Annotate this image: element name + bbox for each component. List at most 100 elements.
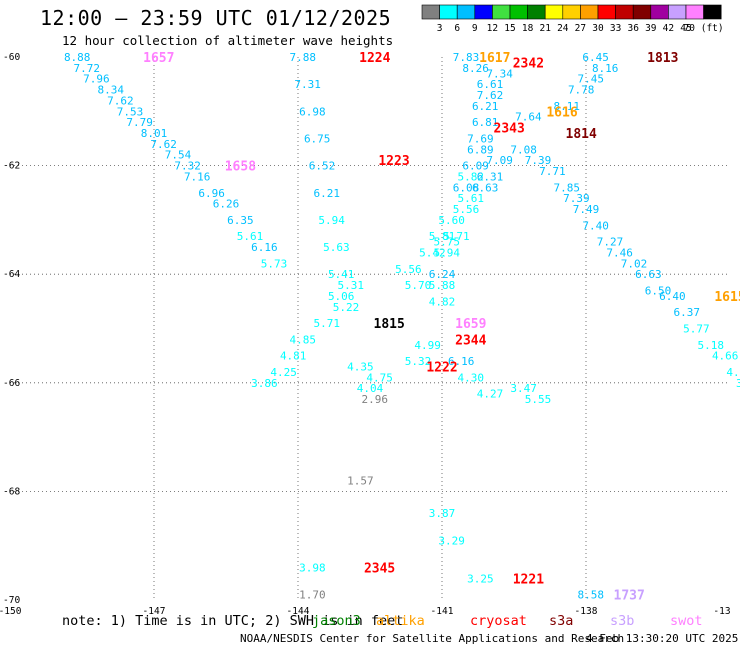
wave-height-label: 5.81 (429, 230, 456, 243)
wave-height-label: 5.71 (443, 230, 470, 243)
wave-height-label: 7.85 (554, 181, 581, 194)
colorbar-swatch (615, 4, 634, 20)
wave-height-label: 6.31 (477, 170, 504, 183)
wave-height-label: 3.98 (299, 561, 326, 574)
time-label: 1617 (479, 51, 510, 66)
colorbar-swatch (544, 4, 564, 20)
wave-height-label: 5.31 (338, 279, 365, 292)
wave-height-label: 7.96 (83, 73, 110, 86)
wave-height-label: 6.40 (659, 290, 686, 303)
time-label: 1814 (566, 127, 597, 142)
wave-height-label: 6.26 (213, 198, 240, 211)
colorbar-swatch (492, 4, 511, 20)
legend-cryosat: cryosat (470, 613, 527, 629)
wave-height-label: 5.63 (323, 241, 350, 254)
wave-height-label: 3.86 (251, 377, 278, 390)
colorbar-label: 15 (504, 23, 515, 34)
colorbar-label: 36 (627, 23, 639, 34)
colorbar-swatch (509, 4, 528, 20)
wave-height-label: 3.47 (510, 382, 537, 395)
footer-timestamp: 4 Feb 13:30:20 UTC 2025 (586, 632, 739, 645)
wave-height-label: 6.21 (314, 187, 341, 200)
wave-height-label: 4.82 (429, 295, 456, 308)
colorbar-swatch (439, 4, 458, 20)
colorbar-swatch (421, 4, 440, 20)
wave-height-label: 6.09 (462, 160, 489, 173)
wave-height-label: 6.52 (309, 160, 336, 173)
note-text: note: 1) Time is in UTC; 2) SWH is in fe… (62, 613, 403, 629)
x-tick-label: -141 (431, 606, 454, 617)
time-label: 1223 (378, 154, 409, 169)
time-label: 1813 (647, 51, 678, 66)
wave-height-label: 5.94 (434, 246, 461, 259)
y-tick-label: -64 (3, 269, 20, 280)
wave-height-label: 7.72 (74, 62, 101, 75)
time-label: 1659 (455, 317, 486, 332)
wave-height-label: 7.69 (467, 132, 494, 145)
wave-height-label: 7.39 (525, 154, 552, 167)
wave-height-label: 4.99 (414, 339, 441, 352)
wave-height-label: 5.06 (328, 290, 355, 303)
wave-height-label: 7.78 (568, 84, 595, 97)
colorbar-label: 42 (663, 23, 674, 34)
legend-jason3: jason3 (312, 613, 361, 629)
wave-height-label: 5.61 (458, 192, 485, 205)
wave-height-label: 5.55 (525, 393, 552, 406)
colorbar-swatch (685, 4, 704, 20)
wave-height-label: 4.75 (366, 371, 393, 384)
wave-height-label: 2.96 (362, 393, 389, 406)
colorbar-swatch (703, 4, 722, 20)
colorbar-swatch (474, 4, 493, 20)
colorbar-swatch (456, 4, 476, 20)
colorbar-swatch (527, 4, 546, 20)
wave-height-label: 5.77 (683, 323, 710, 336)
wave-height-label: 4.35 (347, 361, 374, 374)
legend-swot: swot (670, 613, 703, 629)
wave-height-label: 5.88 (429, 279, 456, 292)
wave-height-label: 5.61 (237, 230, 264, 243)
wave-height-label: 4.25 (270, 366, 297, 379)
x-tick-label: -147 (143, 606, 166, 617)
legend-altika: altika (376, 613, 425, 629)
colorbar-swatch (597, 4, 616, 20)
wave-height-label: 5.56 (453, 203, 480, 216)
chart-axes: -60 -62 -64 -66 -68 -70-150 -147 -144 -141 -138 -1… (0, 52, 731, 617)
wave-height-label: 7.83 (453, 51, 480, 64)
page-subtitle: 12 hour collection of altimeter wave hei… (62, 33, 394, 48)
colorbar-swatch (632, 4, 652, 20)
time-label: 1221 (513, 572, 544, 587)
time-label: 2344 (455, 333, 486, 348)
wave-height-label: 7.08 (510, 143, 537, 156)
time-label: 1616 (546, 105, 577, 120)
y-tick-label: -66 (3, 378, 20, 389)
wave-height-label: 6.50 (645, 284, 672, 297)
wave-height-label: 6.75 (304, 132, 331, 145)
time-label: 2345 (364, 561, 395, 576)
wave-height-label: 7.39 (563, 192, 590, 205)
x-tick-label: -138 (575, 606, 598, 617)
colorbar-label: 27 (575, 23, 586, 34)
time-label: 1615 (714, 290, 740, 305)
wave-height-label: 6.63 (635, 268, 662, 281)
colorbar-swatch (668, 4, 687, 20)
time-label: 1224 (359, 51, 390, 66)
footer-credit: NOAA/NESDIS Center for Satellite Applica… (240, 632, 625, 645)
wave-height-label: 7.79 (126, 116, 153, 129)
wave-height-label: 4.85 (290, 333, 317, 346)
wave-height-label: 5.42 (419, 246, 446, 259)
colorbar-swatch (562, 4, 581, 20)
wave-height-label: 5.60 (438, 214, 465, 227)
colorbar-label: 6 (454, 23, 460, 34)
wave-height-label: 7.40 (582, 219, 609, 232)
colorbar-label: 45 (680, 23, 691, 34)
wave-height-label: 7.64 (515, 111, 542, 124)
wave-height-label: 7.46 (606, 246, 633, 259)
note-line: note: 1) Time is in UTC; 2) SWH is in fe… (62, 613, 703, 629)
wave-height-label: 5.32 (405, 355, 432, 368)
time-label: 1657 (143, 51, 174, 66)
wave-height-label: 5.94 (318, 214, 345, 227)
chart-points: 8.887.727.968.347.627.537.798.017.627.54… (64, 51, 740, 604)
wave-height-label: 7.32 (174, 160, 201, 173)
wave-height-label: 4.27 (477, 388, 504, 401)
